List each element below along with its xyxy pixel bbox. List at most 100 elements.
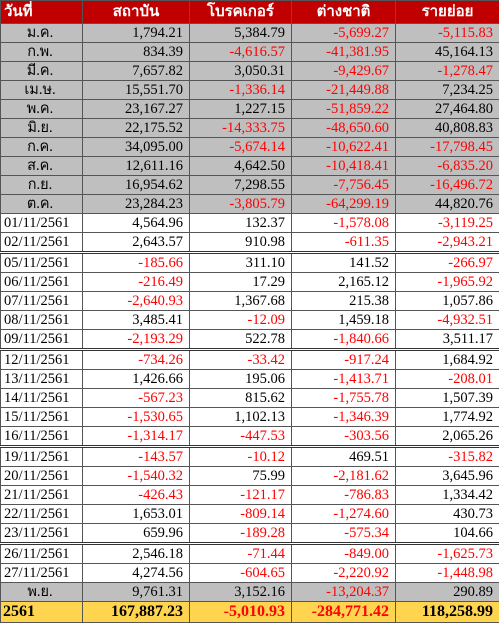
header-foreign: ต่างชาติ xyxy=(292,1,396,24)
foreign-value: -303.56 xyxy=(292,427,396,447)
broker-value: -5,010.93 xyxy=(190,602,292,623)
header-date: วันที่ xyxy=(1,1,83,24)
institution-value: -2,193.29 xyxy=(83,330,190,350)
institution-value: -1,530.65 xyxy=(83,408,190,427)
institution-value: -426.43 xyxy=(83,486,190,505)
broker-value: -71.44 xyxy=(190,544,292,564)
broker-value: -10.12 xyxy=(190,447,292,467)
broker-value: -4,616.57 xyxy=(190,43,292,62)
retail-value: 27,464.80 xyxy=(396,100,499,119)
broker-value: -3,805.79 xyxy=(190,195,292,214)
row-label: พ.ย. xyxy=(1,583,83,602)
retail-value: 290.89 xyxy=(396,583,499,602)
row-label: 13/11/2561 xyxy=(1,370,83,389)
row-label: 27/11/2561 xyxy=(1,564,83,583)
row-label: 14/11/2561 xyxy=(1,389,83,408)
institution-value: 23,167.27 xyxy=(83,100,190,119)
retail-value: -17,798.45 xyxy=(396,138,499,157)
foreign-value: -1,346.39 xyxy=(292,408,396,427)
broker-value: 132.37 xyxy=(190,214,292,233)
row-label: ก.ค. xyxy=(1,138,83,157)
broker-value: 5,384.79 xyxy=(190,24,292,43)
institution-value: 34,095.00 xyxy=(83,138,190,157)
broker-value: -809.14 xyxy=(190,505,292,524)
retail-value: -315.82 xyxy=(396,447,499,467)
institution-value: -1,314.17 xyxy=(83,427,190,447)
foreign-value: -64,299.19 xyxy=(292,195,396,214)
foreign-value: -1,274.60 xyxy=(292,505,396,524)
broker-value: -14,333.75 xyxy=(190,119,292,138)
retail-value: -1,278.47 xyxy=(396,62,499,81)
row-label: ก.ย. xyxy=(1,176,83,195)
retail-value: -3,119.25 xyxy=(396,214,499,233)
retail-value: 1,774.92 xyxy=(396,408,499,427)
institution-value: 7,657.82 xyxy=(83,62,190,81)
institution-value: -567.23 xyxy=(83,389,190,408)
row-label: 12/11/2561 xyxy=(1,350,83,370)
institution-value: -734.26 xyxy=(83,350,190,370)
foreign-value: -5,699.27 xyxy=(292,24,396,43)
retail-value: -4,932.51 xyxy=(396,311,499,330)
foreign-value: -51,859.22 xyxy=(292,100,396,119)
broker-value: 1,102.13 xyxy=(190,408,292,427)
row-label: 16/11/2561 xyxy=(1,427,83,447)
foreign-value: -284,771.42 xyxy=(292,602,396,623)
row-label: 2561 xyxy=(1,602,83,623)
retail-value: 44,820.76 xyxy=(396,195,499,214)
row-label: 22/11/2561 xyxy=(1,505,83,524)
institution-value: 2,546.18 xyxy=(83,544,190,564)
retail-value: 1,057.86 xyxy=(396,292,499,311)
row-label: ม.ค. xyxy=(1,24,83,43)
foreign-value: -2,181.62 xyxy=(292,467,396,486)
header-retail: รายย่อย xyxy=(396,1,499,24)
broker-value: -12.09 xyxy=(190,311,292,330)
institution-value: 22,175.52 xyxy=(83,119,190,138)
foreign-value: -1,413.71 xyxy=(292,370,396,389)
institution-value: 1,653.01 xyxy=(83,505,190,524)
retail-value: 3,645.96 xyxy=(396,467,499,486)
retail-value: -1,625.73 xyxy=(396,544,499,564)
header-institution: สถาบัน xyxy=(83,1,190,24)
broker-value: 910.98 xyxy=(190,233,292,253)
retail-value: -5,115.83 xyxy=(396,24,499,43)
foreign-value: -41,381.95 xyxy=(292,43,396,62)
retail-value: -2,943.21 xyxy=(396,233,499,253)
row-label: 23/11/2561 xyxy=(1,524,83,544)
broker-value: -447.53 xyxy=(190,427,292,447)
retail-value: 7,234.25 xyxy=(396,81,499,100)
institution-value: 23,284.23 xyxy=(83,195,190,214)
foreign-value: 2,165.12 xyxy=(292,273,396,292)
foreign-value: -48,650.60 xyxy=(292,119,396,138)
broker-value: 1,227.15 xyxy=(190,100,292,119)
retail-value: -16,496.72 xyxy=(396,176,499,195)
broker-value: 1,367.68 xyxy=(190,292,292,311)
foreign-value: -575.34 xyxy=(292,524,396,544)
row-label: ส.ค. xyxy=(1,157,83,176)
broker-value: -5,674.14 xyxy=(190,138,292,157)
retail-value: 1,684.92 xyxy=(396,350,499,370)
broker-value: -33.42 xyxy=(190,350,292,370)
broker-value: 17.29 xyxy=(190,273,292,292)
row-label: 26/11/2561 xyxy=(1,544,83,564)
retail-value: -208.01 xyxy=(396,370,499,389)
row-label: 19/11/2561 xyxy=(1,447,83,467)
retail-value: 45,164.13 xyxy=(396,43,499,62)
institution-value: 9,761.31 xyxy=(83,583,190,602)
foreign-value: 469.51 xyxy=(292,447,396,467)
